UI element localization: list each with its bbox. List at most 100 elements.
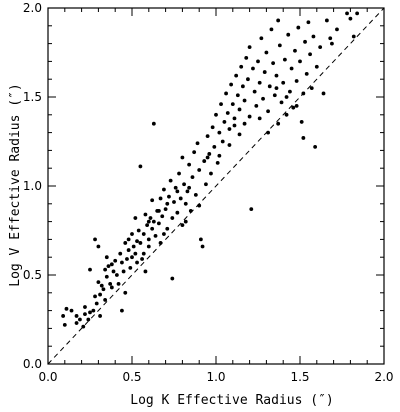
- data-point: [187, 185, 192, 190]
- data-point: [86, 317, 91, 322]
- data-point: [108, 282, 113, 286]
- data-point: [348, 16, 353, 21]
- data-point: [246, 77, 250, 82]
- data-point: [103, 298, 108, 302]
- data-point: [210, 125, 215, 130]
- data-point: [175, 210, 180, 215]
- data-point: [146, 219, 151, 224]
- data-point: [249, 207, 254, 212]
- data-point: [212, 144, 217, 149]
- data-point: [324, 18, 329, 23]
- data-point: [138, 241, 143, 245]
- x-tick-label: 0.5: [122, 370, 141, 384]
- data-point: [197, 203, 202, 208]
- data-point: [93, 294, 97, 299]
- data-point: [244, 55, 249, 60]
- data-point: [109, 285, 114, 290]
- data-point: [168, 178, 173, 183]
- data-point: [282, 57, 287, 62]
- data-point: [74, 314, 79, 318]
- data-point: [94, 301, 99, 306]
- data-point: [224, 91, 228, 96]
- data-point: [88, 267, 92, 272]
- data-point: [257, 80, 262, 85]
- data-point: [135, 239, 139, 244]
- data-point: [318, 45, 323, 50]
- data-point: [130, 255, 134, 260]
- data-point: [266, 109, 270, 114]
- x-tick-label: 1.5: [290, 370, 309, 384]
- data-point: [153, 233, 158, 238]
- data-point: [286, 32, 291, 37]
- data-point: [103, 267, 108, 272]
- y-tick-label: 2.0: [23, 1, 42, 15]
- data-point: [274, 73, 279, 78]
- data-point: [289, 66, 294, 71]
- data-point: [328, 36, 333, 41]
- data-point: [183, 201, 188, 206]
- data-point: [116, 282, 121, 286]
- data-point: [214, 112, 218, 117]
- data-point: [298, 59, 302, 64]
- data-point: [165, 201, 170, 206]
- data-point: [247, 114, 252, 119]
- data-point: [180, 155, 185, 160]
- data-point: [240, 84, 245, 89]
- data-point: [311, 34, 316, 39]
- data-point: [237, 132, 242, 137]
- data-point: [61, 314, 66, 318]
- data-point: [141, 232, 146, 236]
- data-point: [128, 265, 133, 270]
- data-point: [188, 209, 193, 213]
- data-point: [321, 91, 326, 96]
- data-point: [190, 175, 195, 180]
- data-point: [242, 98, 247, 103]
- data-point: [150, 226, 155, 231]
- data-point: [303, 39, 307, 44]
- x-tick-label: 1.0: [206, 370, 225, 384]
- data-point: [158, 241, 163, 245]
- data-point: [222, 120, 227, 124]
- data-point: [165, 226, 170, 231]
- data-point: [187, 162, 192, 167]
- data-point: [158, 196, 163, 201]
- data-point: [355, 11, 360, 16]
- data-point: [185, 189, 190, 194]
- data-point: [264, 50, 269, 55]
- data-point: [271, 61, 276, 66]
- data-point: [64, 306, 69, 311]
- data-point: [121, 269, 126, 274]
- y-axis-label: Log V Effective Radius (″): [8, 83, 23, 287]
- data-point: [140, 257, 144, 261]
- data-point: [81, 324, 86, 329]
- data-point: [172, 200, 176, 204]
- data-point: [254, 104, 259, 108]
- data-point: [167, 194, 171, 199]
- data-point: [177, 171, 181, 176]
- data-point: [133, 251, 138, 256]
- data-point: [219, 102, 223, 107]
- data-point: [301, 136, 306, 140]
- data-point: [200, 244, 205, 249]
- data-point: [170, 216, 175, 220]
- data-point: [242, 121, 247, 126]
- data-point: [136, 228, 141, 233]
- data-point: [192, 150, 197, 155]
- data-point: [294, 79, 299, 83]
- data-point: [313, 144, 318, 149]
- data-point: [178, 196, 183, 201]
- x-tick-label: 0.0: [38, 370, 57, 384]
- data-point: [205, 155, 210, 160]
- data-point: [266, 130, 270, 135]
- data-point: [180, 223, 185, 228]
- data-point: [126, 237, 131, 242]
- data-point: [99, 283, 104, 288]
- data-point: [69, 308, 74, 313]
- data-point: [131, 244, 136, 249]
- data-point: [205, 134, 210, 139]
- data-point: [197, 168, 202, 172]
- data-point: [306, 20, 311, 25]
- data-point: [156, 221, 161, 226]
- data-point: [279, 100, 284, 105]
- data-point: [230, 102, 235, 107]
